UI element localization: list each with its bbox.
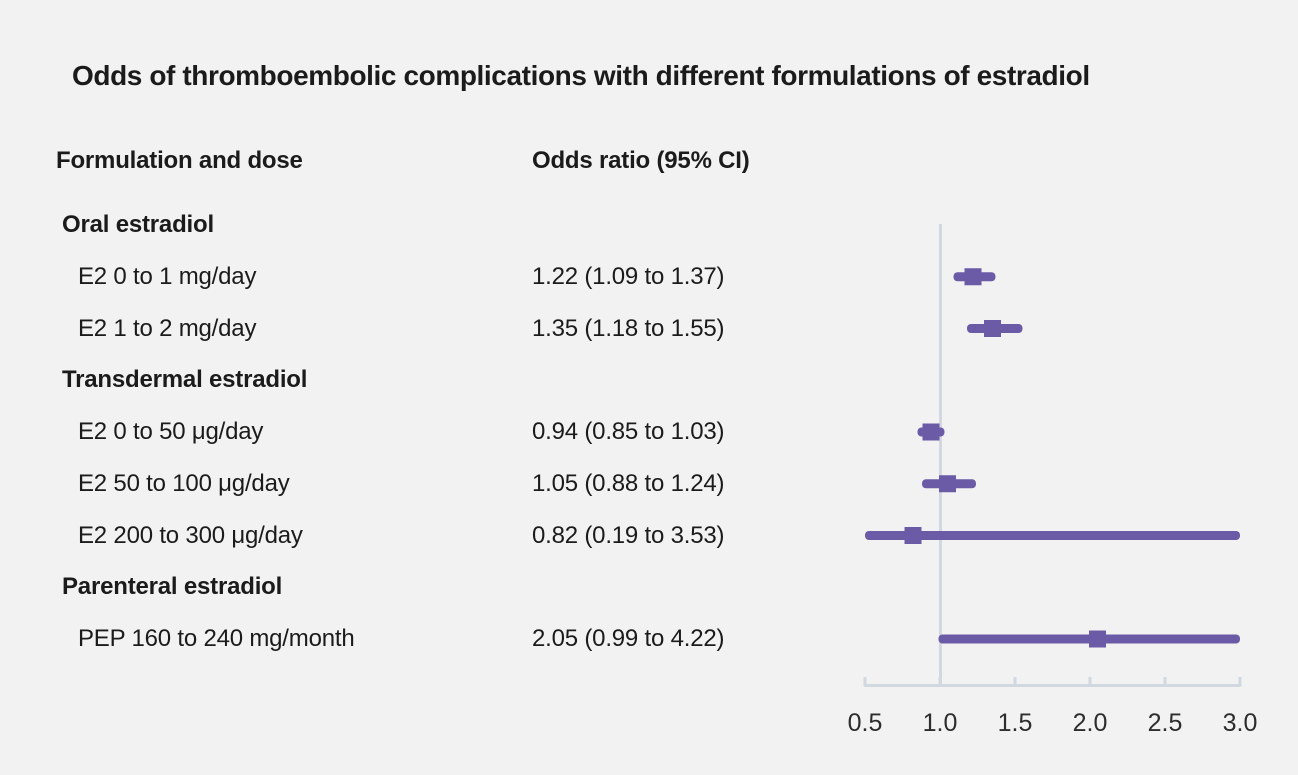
x-tick-label: 2.0 (1073, 709, 1108, 737)
ci-bar (865, 531, 1240, 540)
x-tick-label: 0.5 (848, 709, 883, 737)
formulation-label: E2 0 to 50 μg/day (78, 418, 264, 445)
odds-ratio-value: 0.82 (0.19 to 3.53) (532, 521, 725, 549)
x-axis (863, 677, 1242, 687)
odds-ratio-value: 1.05 (0.88 to 1.24) (532, 469, 725, 497)
x-tick-label: 2.5 (1148, 709, 1183, 737)
or-marker (1089, 630, 1106, 648)
section-label: Oral estradiol (62, 211, 214, 238)
x-tick-label: 3.0 (1223, 709, 1258, 737)
or-marker (964, 268, 982, 286)
column-header-formulation: Formulation and dose (56, 147, 303, 174)
formulation-label: E2 0 to 1 mg/day (78, 262, 257, 290)
column-header-odds-ratio: Odds ratio (95% CI) (532, 147, 750, 174)
figure-title: Odds of thromboembolic complications wit… (72, 60, 1090, 91)
odds-ratio-value: 1.22 (1.09 to 1.37) (532, 262, 725, 290)
odds-ratio-value: 0.94 (0.85 to 1.03) (532, 418, 725, 445)
section-label: Parenteral estradiol (62, 573, 283, 601)
formulation-label: PEP 160 to 240 mg/month (78, 625, 355, 652)
formulation-label: E2 200 to 300 μg/day (78, 521, 303, 549)
odds-ratio-value: 2.05 (0.99 to 4.22) (532, 625, 725, 652)
or-marker (984, 320, 1001, 337)
x-tick-label: 1.0 (923, 709, 958, 737)
formulation-label: E2 1 to 2 mg/day (78, 314, 257, 342)
or-marker (922, 423, 940, 441)
x-tick-label: 1.5 (998, 709, 1033, 737)
section-label: Transdermal estradiol (62, 366, 308, 394)
or-marker (939, 475, 956, 493)
formulation-label: E2 50 to 100 μg/day (78, 469, 290, 497)
odds-ratio-value: 1.35 (1.18 to 1.55) (532, 314, 725, 342)
or-marker (904, 527, 922, 544)
